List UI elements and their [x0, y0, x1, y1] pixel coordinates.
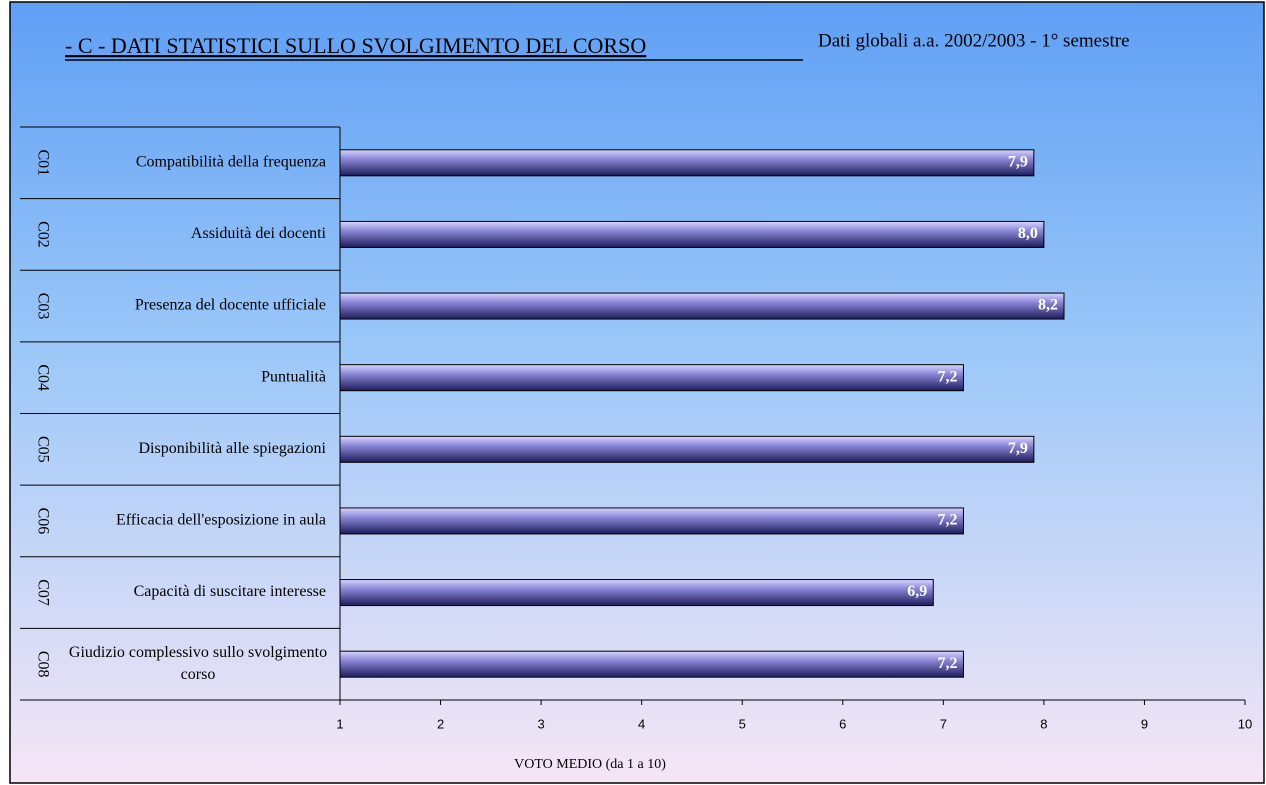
bar [339, 220, 1045, 248]
bar [339, 292, 1065, 320]
chart-subtitle: Dati globali a.a. 2002/2003 - 1° semestr… [818, 30, 1130, 51]
category-code: C02 [34, 221, 51, 248]
category-label: Giudizio complessivo sullo svolgimento co… [69, 644, 327, 683]
value-label: 7,2 [937, 512, 957, 529]
category-code: C08 [34, 651, 51, 678]
category-label: Puntualità [261, 368, 326, 385]
value-label: 7,2 [937, 368, 957, 385]
category-code: C06 [34, 508, 51, 535]
bar [339, 579, 934, 607]
x-tick-label: 6 [839, 716, 846, 731]
category-label: Compatibilità della frequenza [136, 153, 326, 170]
category-label: Presenza del docente ufficiale [135, 297, 326, 314]
bar [339, 507, 964, 535]
x-tick-label: 7 [940, 716, 947, 731]
bar [339, 650, 964, 678]
value-label: 6,9 [907, 583, 927, 600]
value-label: 7,9 [1008, 440, 1028, 457]
x-tick-label: 8 [1040, 716, 1047, 731]
x-tick-label: 10 [1238, 716, 1252, 731]
x-tick-label: 5 [739, 716, 746, 731]
category-code: C01 [34, 149, 51, 176]
category-label: Efficacia dell'esposizione in aula [116, 512, 326, 529]
category-code: C05 [34, 436, 51, 463]
x-tick-label: 1 [336, 716, 343, 731]
category-label: Disponibilità alle spiegazioni [138, 440, 326, 457]
category-code: C04 [34, 364, 51, 391]
category-code: C03 [34, 293, 51, 320]
value-label: 7,2 [937, 655, 957, 672]
bar [339, 364, 964, 392]
x-tick-label: 3 [537, 716, 544, 731]
x-tick-label: 4 [638, 716, 645, 731]
value-label: 7,9 [1008, 153, 1028, 170]
value-label: 8,2 [1038, 297, 1058, 314]
x-axis-label: VOTO MEDIO (da 1 a 10) [514, 757, 666, 772]
category-label: Capacità di suscitare interesse [134, 583, 326, 600]
bar [339, 149, 1035, 177]
category-label: Assiduità dei docenti [191, 225, 327, 242]
value-label: 8,0 [1018, 225, 1038, 242]
x-tick-label: 2 [437, 716, 444, 731]
chart-title: - C - DATI STATISTICI SULLO SVOLGIMENTO … [65, 33, 646, 58]
x-tick-label: 9 [1141, 716, 1148, 731]
category-code: C07 [34, 579, 51, 606]
bar [339, 435, 1035, 463]
